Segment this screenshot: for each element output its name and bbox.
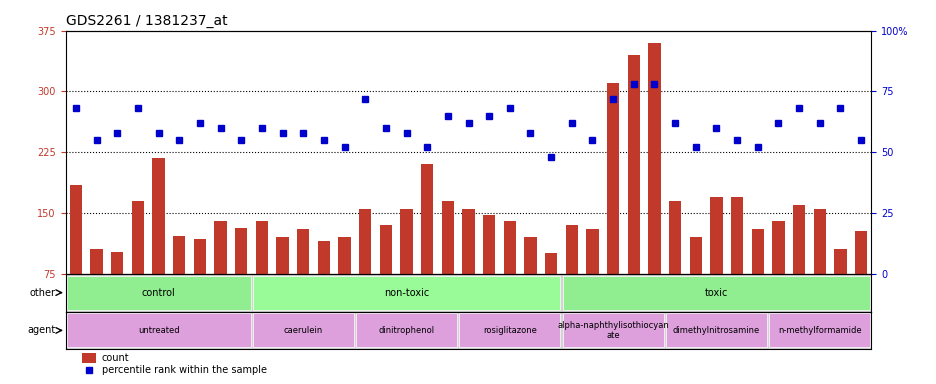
Bar — [173, 236, 185, 334]
FancyBboxPatch shape — [66, 276, 250, 310]
Bar — [338, 237, 350, 334]
Text: alpha-naphthylisothiocyan
ate: alpha-naphthylisothiocyan ate — [557, 321, 668, 340]
FancyBboxPatch shape — [66, 313, 250, 348]
Bar — [132, 201, 144, 334]
Bar — [503, 221, 516, 334]
Bar — [111, 252, 124, 334]
Bar — [771, 221, 783, 334]
Bar — [586, 229, 598, 334]
FancyBboxPatch shape — [562, 276, 870, 310]
Bar — [565, 225, 578, 334]
Bar — [545, 253, 557, 334]
Text: n-methylformamide: n-methylformamide — [777, 326, 860, 335]
Bar — [235, 228, 247, 334]
Text: agent: agent — [27, 325, 55, 335]
Text: other: other — [29, 288, 55, 298]
Bar — [194, 239, 206, 334]
FancyBboxPatch shape — [356, 313, 457, 348]
Bar — [441, 201, 454, 334]
Bar — [689, 237, 701, 334]
Bar — [69, 185, 82, 334]
Text: rosiglitazone: rosiglitazone — [482, 326, 536, 335]
Bar — [214, 221, 227, 334]
Text: count: count — [102, 353, 129, 363]
Bar — [256, 221, 268, 334]
Text: untreated: untreated — [138, 326, 179, 335]
Text: GDS2261 / 1381237_at: GDS2261 / 1381237_at — [66, 14, 227, 28]
Bar — [461, 209, 475, 334]
Bar — [730, 197, 742, 334]
FancyBboxPatch shape — [459, 313, 560, 348]
Text: dimethylnitrosamine: dimethylnitrosamine — [672, 326, 759, 335]
Text: non-toxic: non-toxic — [384, 288, 429, 298]
Bar — [668, 201, 680, 334]
Bar — [751, 229, 763, 334]
Bar — [317, 241, 329, 334]
Bar — [379, 225, 391, 334]
FancyBboxPatch shape — [768, 313, 870, 348]
FancyBboxPatch shape — [665, 313, 767, 348]
FancyBboxPatch shape — [253, 313, 354, 348]
Text: percentile rank within the sample: percentile rank within the sample — [102, 366, 267, 376]
Bar — [812, 209, 825, 334]
Bar — [607, 83, 619, 334]
Bar — [854, 231, 867, 334]
Bar — [90, 250, 103, 334]
Bar — [420, 164, 433, 334]
Bar — [833, 250, 846, 334]
Bar — [297, 229, 309, 334]
Text: dinitrophenol: dinitrophenol — [378, 326, 434, 335]
Bar — [709, 197, 722, 334]
Bar — [648, 43, 660, 334]
FancyBboxPatch shape — [253, 276, 560, 310]
Bar — [524, 237, 536, 334]
Bar — [400, 209, 412, 334]
Bar — [358, 209, 371, 334]
Text: toxic: toxic — [704, 288, 727, 298]
Bar — [482, 215, 495, 334]
Bar — [792, 205, 804, 334]
Bar — [153, 158, 165, 334]
Text: control: control — [141, 288, 175, 298]
FancyBboxPatch shape — [562, 313, 663, 348]
Bar — [81, 353, 96, 363]
Text: caerulein: caerulein — [284, 326, 323, 335]
Bar — [627, 55, 639, 334]
Bar — [276, 237, 288, 334]
